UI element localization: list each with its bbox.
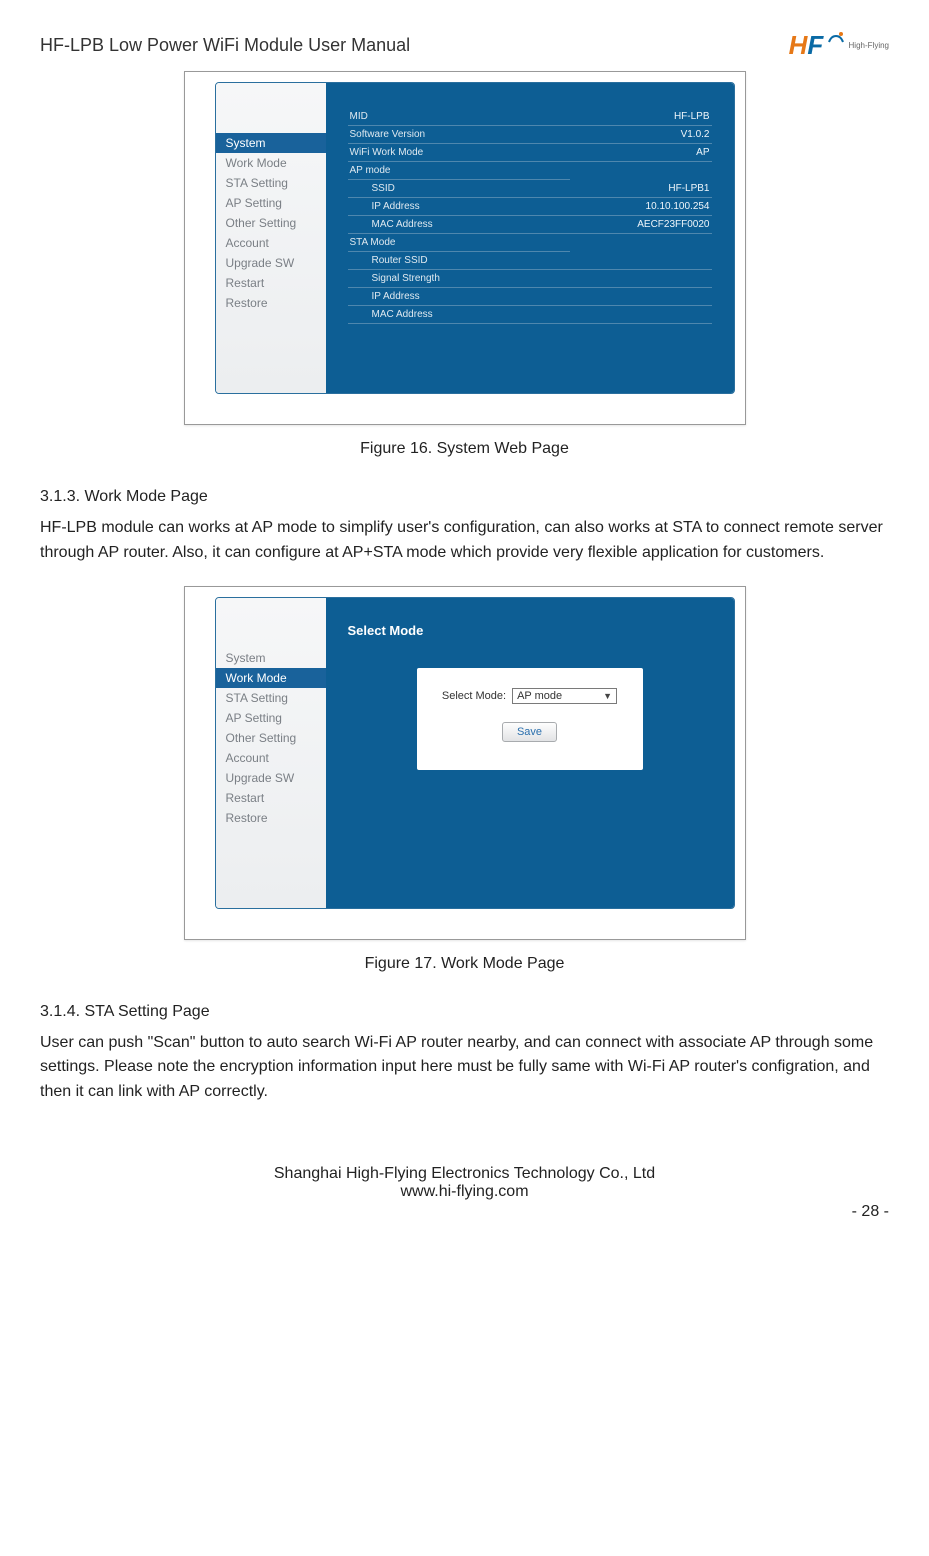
sidebar-item-account[interactable]: Account xyxy=(216,233,326,253)
save-button[interactable]: Save xyxy=(502,722,557,742)
select-mode-label: Select Mode: xyxy=(442,690,506,702)
info-row: Router SSID xyxy=(348,252,712,270)
sidebar-item-workmode[interactable]: Work Mode xyxy=(216,668,326,688)
screenshot-inner: System Work Mode STA Setting AP Setting … xyxy=(215,82,735,394)
sidebar: System Work Mode STA Setting AP Setting … xyxy=(216,83,326,393)
sidebar: System Work Mode STA Setting AP Setting … xyxy=(216,598,326,908)
sidebar-item-apsetting[interactable]: AP Setting xyxy=(216,708,326,728)
body-text-313: HF-LPB module can works at AP mode to si… xyxy=(40,516,889,566)
sidebar-item-stasetting[interactable]: STA Setting xyxy=(216,688,326,708)
select-mode-box: Select Mode: AP mode ▼ Save xyxy=(417,668,643,770)
sidebar-item-account[interactable]: Account xyxy=(216,748,326,768)
chevron-down-icon: ▼ xyxy=(603,691,612,701)
footer-url: www.hi-flying.com xyxy=(40,1183,889,1201)
info-row: Software VersionV1.0.2 xyxy=(348,126,712,144)
info-row: Signal Strength xyxy=(348,270,712,288)
select-mode-heading: Select Mode xyxy=(348,623,712,638)
doc-title: HF-LPB Low Power WiFi Module User Manual xyxy=(40,35,410,56)
page-number: - 28 - xyxy=(40,1203,889,1221)
info-row: MIDHF-LPB xyxy=(348,108,712,126)
sidebar-item-restore[interactable]: Restore xyxy=(216,293,326,313)
sidebar-item-upgradesw[interactable]: Upgrade SW xyxy=(216,768,326,788)
sidebar-item-workmode[interactable]: Work Mode xyxy=(216,153,326,173)
figure-caption-17: Figure 17. Work Mode Page xyxy=(40,955,889,973)
info-row: STA Mode xyxy=(348,234,570,252)
wifi-arc-icon xyxy=(827,30,845,44)
main-panel: Select Mode Select Mode: AP mode ▼ Save xyxy=(326,598,734,908)
doc-footer: Shanghai High-Flying Electronics Technol… xyxy=(40,1165,889,1201)
body-text-314: User can push "Scan" button to auto sear… xyxy=(40,1031,889,1105)
logo-subtext: High-Flying xyxy=(849,41,889,50)
info-row: MAC AddressAECF23FF0020 xyxy=(348,216,712,234)
sidebar-item-othersetting[interactable]: Other Setting xyxy=(216,728,326,748)
info-row: WiFi Work ModeAP xyxy=(348,144,712,162)
figure-caption-16: Figure 16. System Web Page xyxy=(40,440,889,458)
sidebar-item-stasetting[interactable]: STA Setting xyxy=(216,173,326,193)
screenshot-workmode-page: System Work Mode STA Setting AP Setting … xyxy=(184,586,746,940)
info-row: AP mode xyxy=(348,162,570,180)
sidebar-item-upgradesw[interactable]: Upgrade SW xyxy=(216,253,326,273)
section-heading-314: 3.1.4. STA Setting Page xyxy=(40,1003,889,1021)
sidebar-item-restart[interactable]: Restart xyxy=(216,273,326,293)
section-heading-313: 3.1.3. Work Mode Page xyxy=(40,488,889,506)
info-row: SSIDHF-LPB1 xyxy=(348,180,712,198)
info-row: IP Address10.10.100.254 xyxy=(348,198,712,216)
screenshot-inner: System Work Mode STA Setting AP Setting … xyxy=(215,597,735,909)
info-row: MAC Address xyxy=(348,306,712,324)
sidebar-item-system[interactable]: System xyxy=(216,133,326,153)
sidebar-item-system[interactable]: System xyxy=(216,648,326,668)
sidebar-item-restart[interactable]: Restart xyxy=(216,788,326,808)
hf-logo: HF High-Flying xyxy=(789,30,889,61)
info-row: IP Address xyxy=(348,288,712,306)
sidebar-item-othersetting[interactable]: Other Setting xyxy=(216,213,326,233)
screenshot-system-page: System Work Mode STA Setting AP Setting … xyxy=(184,71,746,425)
doc-header: HF-LPB Low Power WiFi Module User Manual… xyxy=(40,30,889,61)
select-mode-dropdown[interactable]: AP mode ▼ xyxy=(512,688,617,704)
sidebar-item-apsetting[interactable]: AP Setting xyxy=(216,193,326,213)
footer-company: Shanghai High-Flying Electronics Technol… xyxy=(40,1165,889,1183)
sidebar-item-restore[interactable]: Restore xyxy=(216,808,326,828)
logo-icon: HF xyxy=(789,30,845,61)
main-panel: MIDHF-LPB Software VersionV1.0.2 WiFi Wo… xyxy=(326,83,734,393)
